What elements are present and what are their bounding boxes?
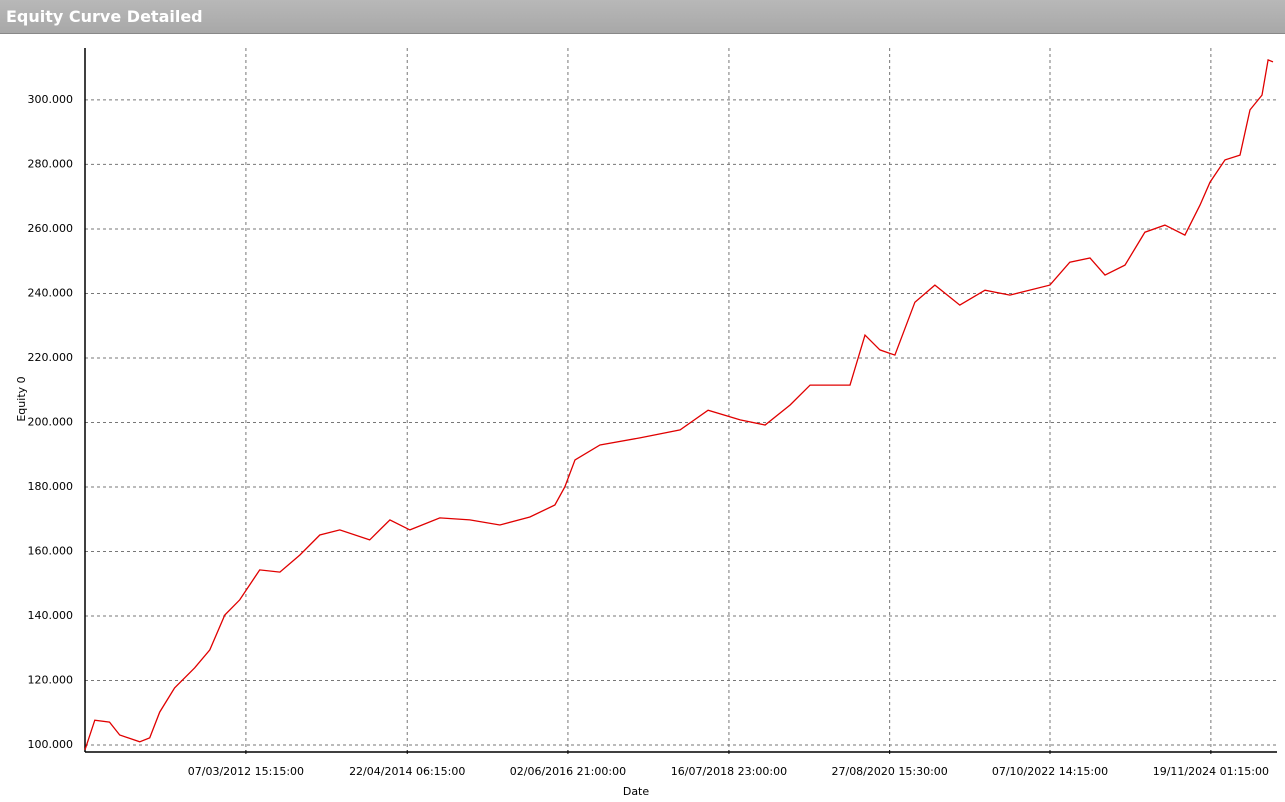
panel-title: Equity Curve Detailed: [0, 0, 1285, 34]
y-tick-label: 300.000: [28, 93, 74, 106]
y-tick-label: 120.000: [28, 673, 74, 686]
x-tick-label: 07/10/2022 14:15:00: [992, 765, 1108, 778]
y-axis-label: Equity 0: [15, 376, 28, 421]
y-tick-label: 180.000: [28, 480, 74, 493]
x-tick-label: 07/03/2012 15:15:00: [188, 765, 304, 778]
y-tick-label: 160.000: [28, 544, 74, 557]
x-tick-label: 22/04/2014 06:15:00: [349, 765, 465, 778]
y-tick-label: 140.000: [28, 609, 74, 622]
x-tick-label: 27/08/2020 15:30:00: [831, 765, 947, 778]
equity-line: [84, 58, 1274, 751]
y-tick-label: 240.000: [28, 286, 74, 299]
x-tick-label: 16/07/2018 23:00:00: [671, 765, 787, 778]
y-tick-label: 220.000: [28, 351, 74, 364]
y-tick-label: 280.000: [28, 157, 74, 170]
chart: Date Equity 0 100.000 120.000 140.000 160.0…: [15, 48, 1277, 798]
x-tick-label: 02/06/2016 21:00:00: [510, 765, 626, 778]
y-tick-label: 260.000: [28, 222, 74, 235]
x-axis-label: Date: [623, 785, 650, 798]
x-tick-label: 19/11/2024 01:15:00: [1153, 765, 1269, 778]
y-tick-label: 100.000: [28, 738, 74, 751]
y-tick-label: 200.000: [28, 415, 74, 428]
